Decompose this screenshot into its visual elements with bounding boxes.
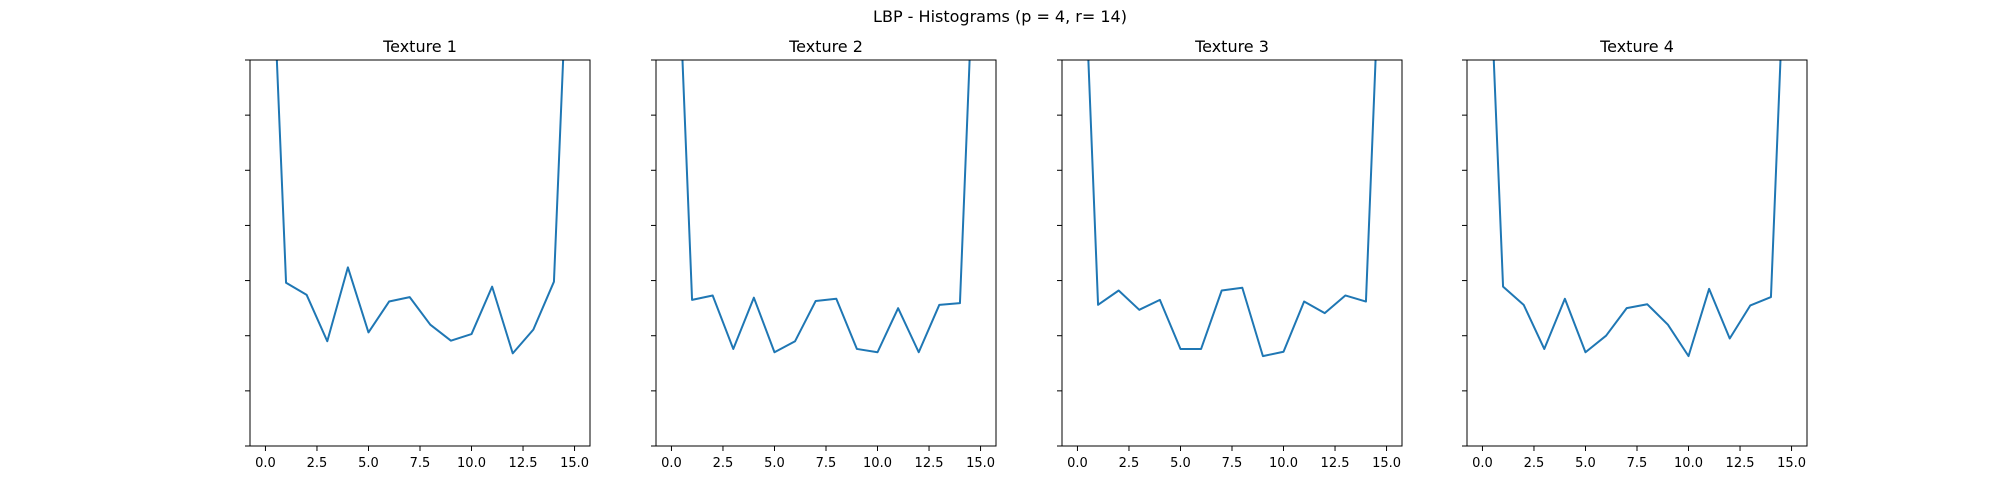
chart-panel-4: Texture 4 0.0 2.5 5.0 7.5 10.0 12.5 15.0 — [1462, 37, 1808, 471]
figure-title: LBP - Histograms (p = 4, r= 14) — [873, 7, 1127, 26]
x-tick-label: 12.5 — [1726, 456, 1755, 471]
x-tick-label: 10.0 — [457, 456, 486, 471]
x-tick-label: 15.0 — [1372, 456, 1401, 471]
x-tick-label: 15.0 — [560, 456, 589, 471]
x-tick-label: 5.0 — [358, 456, 379, 471]
x-tick-label: 2.5 — [307, 456, 328, 471]
x-tick-label: 12.5 — [1321, 456, 1350, 471]
subplot-title: Texture 3 — [1194, 37, 1269, 56]
series-line — [1087, 60, 1377, 358]
x-tick-label: 15.0 — [1777, 456, 1806, 471]
x-tick-label: 2.5 — [713, 456, 734, 471]
x-tick-label: 5.0 — [1575, 456, 1596, 471]
x-tick-label: 7.5 — [410, 456, 431, 471]
x-tick-label: 10.0 — [1269, 456, 1298, 471]
x-tick-label: 0.0 — [1472, 456, 1493, 471]
x-tick-label: 12.5 — [509, 456, 538, 471]
chart-panel-1: Texture 1 0.0 2.5 5.0 7.5 10.0 12.5 15.0 — [245, 37, 591, 471]
x-tick-label: 12.5 — [915, 456, 944, 471]
x-tick-label: 2.5 — [1524, 456, 1545, 471]
chart-panel-3: Texture 3 0.0 2.5 5.0 7.5 10.0 12.5 15.0 — [1057, 37, 1403, 471]
x-tick-label: 2.5 — [1119, 456, 1140, 471]
x-tick-label: 5.0 — [764, 456, 785, 471]
series-line — [275, 60, 565, 355]
chart-panel-2: Texture 2 0.0 2.5 5.0 7.5 10.0 12.5 15.0 — [651, 37, 997, 471]
subplot-title: Texture 4 — [1599, 37, 1674, 56]
x-tick-label: 7.5 — [1222, 456, 1243, 471]
subplot-title: Texture 1 — [382, 37, 457, 56]
x-tick-label: 5.0 — [1170, 456, 1191, 471]
x-tick-label: 10.0 — [1674, 456, 1703, 471]
x-tick-label: 0.0 — [1067, 456, 1088, 471]
x-tick-label: 7.5 — [1627, 456, 1648, 471]
subplot-title: Texture 2 — [788, 37, 863, 56]
x-tick-label: 7.5 — [816, 456, 837, 471]
x-tick-label: 15.0 — [966, 456, 995, 471]
x-tick-label: 0.0 — [661, 456, 682, 471]
x-tick-label: 0.0 — [255, 456, 276, 471]
x-tick-label: 10.0 — [863, 456, 892, 471]
series-line — [681, 60, 971, 354]
series-line — [1492, 60, 1782, 358]
